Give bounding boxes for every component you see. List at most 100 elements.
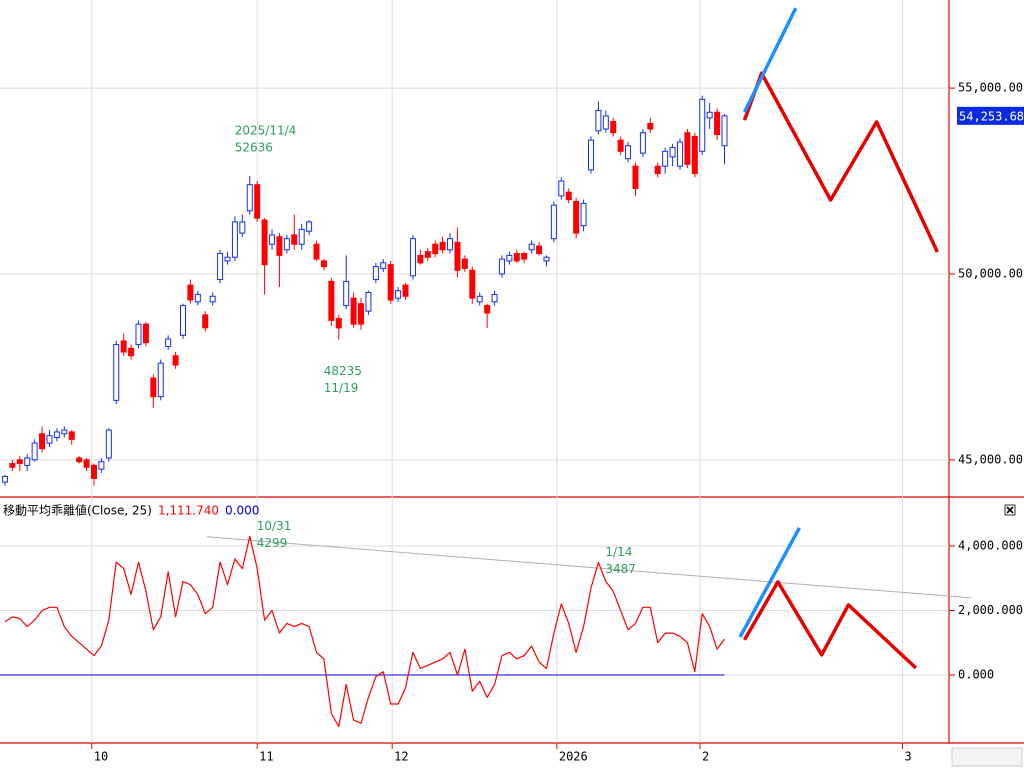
candle-body [647, 122, 654, 130]
candle-body [395, 290, 402, 299]
candle-body [76, 457, 83, 463]
candle-body [269, 234, 276, 245]
last-price-label: 54,253.68 [959, 109, 1024, 123]
candle-body [714, 111, 721, 136]
candle-body [536, 245, 543, 255]
scroll-box[interactable] [951, 747, 1023, 767]
close-icon[interactable] [1006, 506, 1014, 514]
forecast-line [742, 580, 918, 670]
candle-body [313, 243, 320, 260]
candle-body [358, 303, 365, 325]
candle-body [543, 256, 550, 262]
candle-body [9, 463, 16, 468]
candle-body [246, 184, 253, 212]
candle-body [469, 269, 476, 299]
candle-body [105, 429, 112, 459]
annotation: 11/19 [324, 381, 359, 395]
candle-body [380, 262, 387, 269]
candle-body [172, 355, 179, 366]
candle-body [669, 147, 676, 158]
y-tick-label: 0.000 [958, 667, 994, 681]
candle-body [632, 165, 639, 189]
x-tick-label: 2 [702, 750, 709, 764]
y-tick-label: 4,000.000 [958, 539, 1023, 553]
annotation: 3487 [605, 562, 636, 576]
x-tick-label: 3 [905, 750, 912, 764]
candle-body [320, 260, 327, 268]
candle-body [16, 459, 23, 465]
candle-body [587, 139, 594, 171]
candle-body [550, 204, 557, 240]
candle-body [387, 264, 394, 301]
candle-body [447, 238, 454, 251]
candle-body [602, 115, 609, 130]
candle-body [432, 243, 439, 255]
candle-body [224, 256, 231, 262]
candle-body [142, 323, 149, 344]
candle-body [335, 318, 342, 329]
candle-body [328, 280, 335, 321]
candle-body [365, 292, 372, 312]
candle-body [276, 236, 283, 256]
candle-body [639, 132, 646, 154]
candle-body [46, 435, 53, 444]
candle-body [68, 431, 75, 440]
annotation: 2025/11/4 [235, 123, 297, 137]
candle-body [194, 293, 201, 303]
candle-body [135, 323, 142, 346]
candle-body [291, 234, 298, 245]
candle-body [402, 284, 409, 297]
candle-body [506, 254, 513, 262]
candle-body [409, 238, 416, 277]
annotation: 48235 [324, 364, 362, 378]
labels-layer: 45,000.00 50,000.00 55,000.00 0.000 2,000.00… [3, 81, 1024, 764]
candle-body [306, 221, 313, 232]
y-tick-label: 2,000.000 [958, 603, 1023, 617]
candle-body [461, 258, 468, 269]
candle-body [283, 238, 290, 251]
candle-body [721, 115, 728, 147]
candle-body [98, 461, 105, 470]
y-tick-label: 50,000.00 [958, 266, 1023, 280]
candle-body [662, 150, 669, 167]
candle-body [31, 442, 38, 461]
candle-body [1, 476, 8, 483]
candle-body [187, 284, 194, 301]
candle-body [691, 135, 698, 175]
y-tick-label: 45,000.00 [958, 452, 1023, 466]
panel-title: 移動平均乖離値(Close, 25) [3, 503, 152, 518]
candle-body [202, 314, 209, 329]
candle-body [165, 338, 172, 347]
candle-body [699, 98, 706, 152]
candle-body [610, 121, 617, 134]
trend-line [206, 536, 972, 599]
candle-body [298, 228, 305, 245]
candle-body [254, 184, 261, 219]
candle-body [417, 254, 424, 264]
candle-body [343, 280, 350, 307]
candle-body [706, 111, 713, 119]
candle-body [573, 200, 580, 234]
candle-body [625, 145, 632, 160]
candle-body [595, 109, 602, 132]
candle-body [128, 347, 135, 357]
candle-body [528, 243, 535, 251]
candle-body [476, 295, 483, 303]
candle-body [231, 221, 238, 258]
annotation: 52636 [235, 140, 273, 154]
candle-body [424, 251, 431, 258]
candle-body [617, 139, 624, 152]
last-price-box [957, 106, 1024, 125]
annotation: 4299 [257, 536, 288, 550]
candle-body [580, 202, 587, 227]
candle-body [61, 429, 68, 435]
header-value: 1,111.740 [158, 504, 219, 518]
candle-body [484, 305, 491, 314]
x-tick-label: 2026 [559, 750, 588, 764]
marks-layer [0, 7, 972, 728]
candle-body [53, 431, 60, 439]
annotation: 10/31 [257, 519, 292, 533]
candle-body [491, 293, 498, 303]
candle-body [454, 241, 461, 271]
